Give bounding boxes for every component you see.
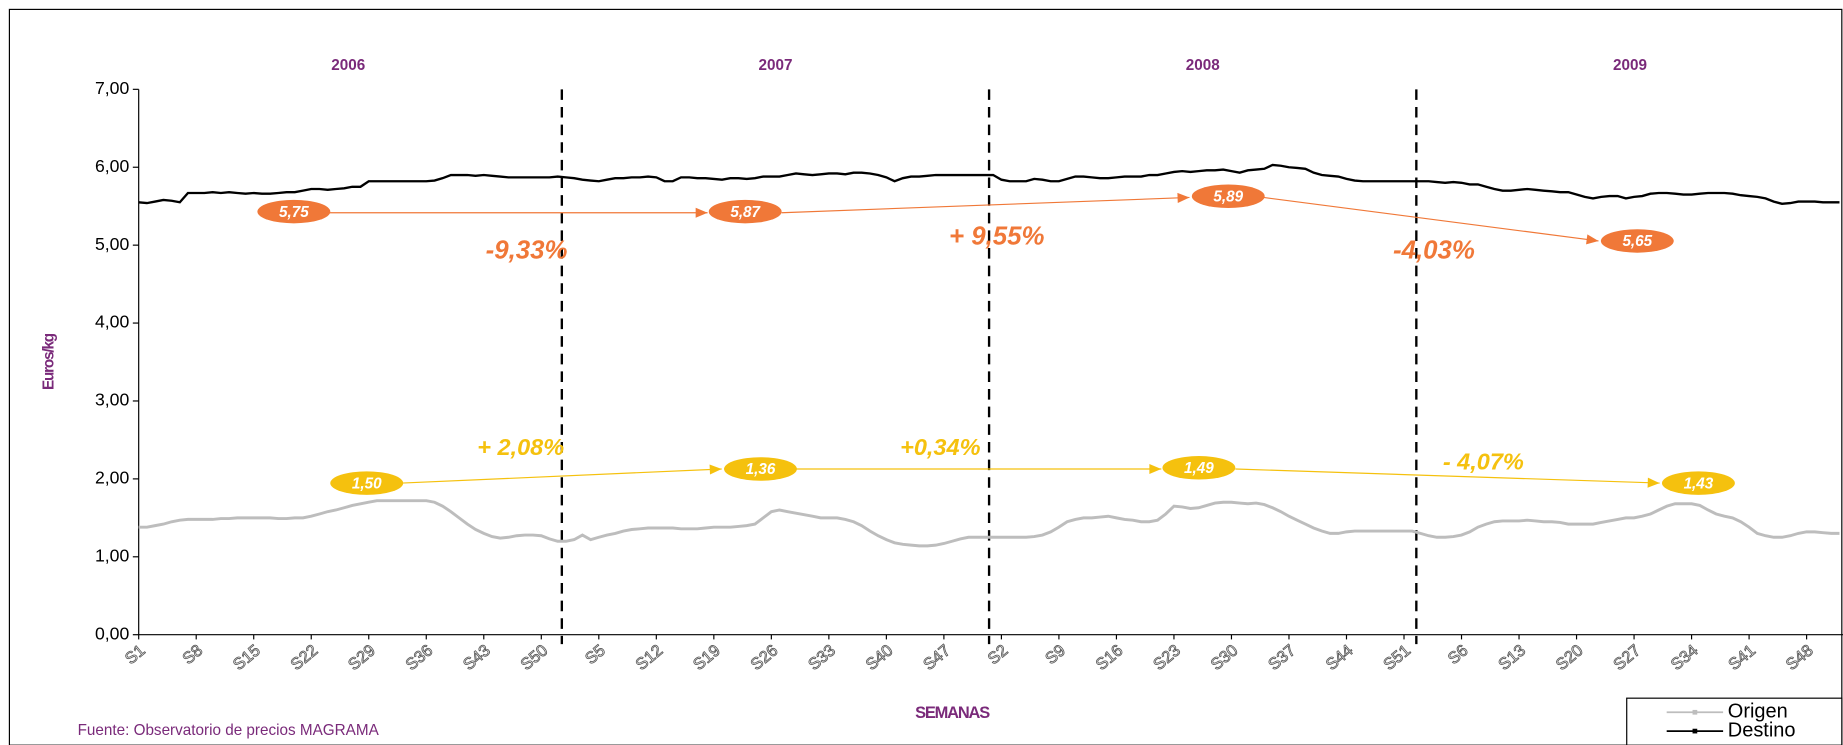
value-bubble (1600, 229, 1674, 253)
legend-marker (1692, 709, 1698, 715)
value-bubble-label: 5,65 (1622, 233, 1652, 250)
source-note: Fuente: Observatorio de precios MAGRAMA (78, 722, 380, 739)
y-tick-label: 7,00 (95, 78, 130, 98)
chart-frame (8, 8, 1843, 745)
value-bubble (1162, 456, 1236, 480)
y-tick-label: 5,00 (95, 234, 130, 254)
arrow-head (1586, 234, 1599, 245)
change-label: + 2,08% (477, 434, 564, 460)
y-axis-label: Euros/kg (40, 333, 57, 390)
value-bubble (330, 471, 404, 495)
arrow-line (401, 468, 722, 484)
year-label: 2008 (1186, 57, 1220, 74)
value-bubble-label: 5,89 (1213, 188, 1243, 205)
y-tick-label: 2,00 (95, 468, 130, 488)
value-bubble-label: 1,36 (746, 461, 776, 478)
change-label: -4,03% (1393, 236, 1475, 264)
year-label: 2009 (1613, 57, 1647, 74)
value-bubble (708, 199, 782, 224)
chart-body: Euros/kg SEMANAS Fuente: Observatorio de… (8, 8, 1843, 745)
arrow-head (709, 464, 722, 475)
arrow-head (1177, 192, 1190, 203)
legend-label: Destino (1728, 719, 1796, 741)
value-bubble (257, 199, 331, 224)
arrow-head (695, 207, 708, 218)
legend-box (1626, 697, 1843, 745)
arrow-line (781, 196, 1190, 214)
year-label: 2007 (758, 57, 792, 74)
y-tick-label: 3,00 (95, 390, 130, 410)
legend-label: Origen (1728, 701, 1788, 723)
year-label: 2006 (331, 57, 365, 74)
value-bubble-label: 5,75 (279, 204, 309, 221)
value-bubble-label: 1,43 (1684, 475, 1714, 492)
change-label: + 9,55% (949, 222, 1045, 250)
series-line (138, 163, 1840, 205)
y-tick-label: 6,00 (95, 156, 130, 176)
change-label: -9,33% (486, 236, 568, 264)
series-line (138, 499, 1840, 548)
y-tick-label: 4,00 (95, 312, 130, 332)
arrow-head (1647, 477, 1660, 488)
legend-marker (1692, 728, 1698, 734)
y-tick-label: 0,00 (95, 623, 130, 643)
change-label: +0,34% (900, 434, 980, 460)
arrow-line (1235, 468, 1660, 484)
y-tick-label: 1,00 (95, 545, 130, 565)
arrow-head (1149, 463, 1162, 475)
value-bubble-label: 1,49 (1184, 460, 1214, 477)
value-bubble (724, 457, 797, 481)
value-bubble (1661, 471, 1735, 495)
value-bubble (1191, 184, 1265, 209)
arrow-line (1263, 196, 1599, 242)
x-axis-label: SEMANAS (915, 704, 990, 722)
value-bubble-label: 1,50 (352, 475, 382, 492)
value-bubble-label: 5,87 (730, 204, 761, 221)
change-label: - 4,07% (1443, 448, 1524, 474)
